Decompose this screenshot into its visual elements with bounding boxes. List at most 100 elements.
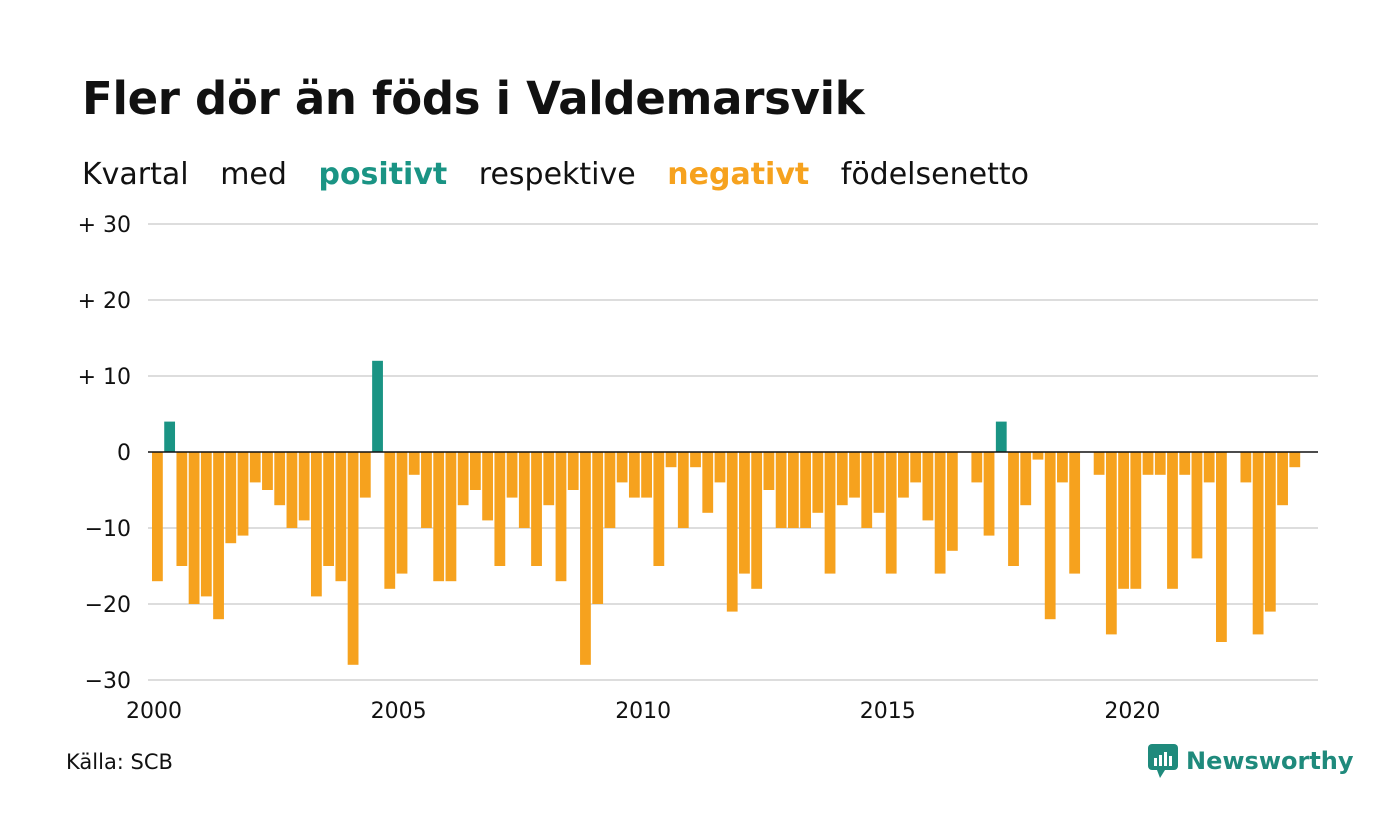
bar-negative	[298, 452, 310, 521]
bar-negative	[861, 452, 873, 528]
y-tick-label: −10	[85, 517, 131, 542]
bar-negative	[543, 452, 555, 506]
bar-negative	[1130, 452, 1142, 589]
bar-negative	[213, 452, 224, 620]
subtitle-word-med: med	[220, 157, 287, 192]
bar-negative	[849, 452, 860, 498]
y-tick-label: + 30	[78, 213, 131, 238]
bar-negative	[812, 452, 824, 513]
bar-negative	[225, 452, 237, 544]
bar-negative	[1203, 452, 1215, 483]
bar-negative	[555, 452, 567, 582]
bar-negative	[310, 452, 322, 597]
bar-negative	[1020, 452, 1032, 506]
bar-negative	[274, 452, 286, 506]
bar-negative	[200, 452, 212, 597]
x-tick-label: 2000	[126, 699, 182, 724]
bar-negative	[873, 452, 885, 513]
bar-negative	[433, 452, 445, 582]
bar-positive	[995, 421, 1007, 452]
bar-negative	[494, 452, 506, 566]
bar-negative	[628, 452, 640, 498]
bar-negative	[152, 452, 163, 582]
bar-negative	[726, 452, 738, 612]
bar-negative	[1069, 452, 1081, 574]
chart-subtitle: Kvartal med positivt respektive negativt…	[82, 157, 1051, 192]
bar-negative	[751, 452, 763, 589]
bar-negative	[1264, 452, 1276, 612]
source-note: Källa: SCB	[66, 750, 173, 774]
subtitle-positive-label: positivt	[318, 157, 448, 192]
bar-negative	[1277, 452, 1288, 506]
x-tick-label: 2015	[860, 699, 916, 724]
bar-negative	[665, 452, 677, 468]
bars	[152, 360, 1301, 665]
y-axis-labels: + 30 + 20 + 10 0 −10 −20 −30	[78, 213, 131, 694]
subtitle-word-fodelsenetto: födelsenetto	[840, 157, 1029, 192]
bar-negative	[396, 452, 408, 574]
subtitle-word-kvartal: Kvartal	[82, 157, 189, 192]
bar-negative	[286, 452, 298, 528]
bar-negative	[653, 452, 665, 566]
brand-name: Newsworthy	[1186, 747, 1354, 775]
bar-negative	[421, 452, 432, 528]
subtitle-negative-label: negativt	[667, 157, 810, 192]
bar-negative	[702, 452, 714, 513]
bar-negative	[518, 452, 530, 528]
bar-negative	[1044, 452, 1056, 620]
bar-negative	[910, 452, 922, 483]
bar-negative	[445, 452, 457, 582]
bar-negative	[1093, 452, 1105, 475]
bar-negative	[359, 452, 371, 498]
bar-negative	[922, 452, 934, 521]
bar-negative	[262, 452, 273, 490]
bar-negative	[1167, 452, 1178, 589]
bar-positive	[164, 421, 176, 452]
x-tick-label: 2005	[371, 699, 427, 724]
bar-negative	[1154, 452, 1166, 475]
bar-negative	[1105, 452, 1117, 635]
y-tick-label: 0	[117, 441, 131, 466]
bar-negative	[531, 452, 542, 566]
bar-negative	[1057, 452, 1068, 483]
chart-title: Fler dör än föds i Valdemarsvik	[82, 72, 865, 125]
bar-negative	[249, 452, 261, 483]
bar-negative	[971, 452, 983, 483]
brand-logo: Newsworthy	[1148, 744, 1354, 778]
y-tick-label: + 20	[78, 289, 131, 314]
bar-negative	[739, 452, 750, 574]
bar-negative	[934, 452, 946, 574]
bar-negative	[1008, 452, 1019, 566]
subtitle-word-respektive: respektive	[478, 157, 636, 192]
bar-negative	[469, 452, 481, 490]
bar-negative	[1216, 452, 1227, 642]
bar-negative	[885, 452, 897, 574]
bar-negative	[506, 452, 518, 498]
bar-negative	[237, 452, 249, 536]
bar-negative	[604, 452, 616, 528]
bar-negative	[787, 452, 799, 528]
bar-negative	[567, 452, 579, 490]
bar-negative	[347, 452, 359, 665]
x-tick-label: 2010	[615, 699, 671, 724]
x-axis-labels: 2000 2005 2010 2015 2020	[126, 699, 1160, 724]
bar-negative	[898, 452, 909, 498]
newsworthy-logo-icon	[1148, 744, 1178, 778]
bar-negative	[836, 452, 848, 506]
y-tick-label: −30	[85, 669, 131, 694]
bar-negative	[408, 452, 420, 475]
bar-negative	[1240, 452, 1252, 483]
bar-negative	[482, 452, 494, 521]
bar-negative	[1032, 452, 1044, 460]
bar-negative	[1252, 452, 1264, 635]
bar-negative	[824, 452, 836, 574]
x-tick-label: 2020	[1104, 699, 1160, 724]
bar-negative	[580, 452, 591, 665]
bar-negative	[946, 452, 958, 551]
bar-negative	[176, 452, 188, 566]
bar-negative	[1191, 452, 1203, 559]
bar-negative	[763, 452, 775, 490]
y-tick-label: −20	[85, 593, 131, 618]
bar-negative	[714, 452, 726, 483]
